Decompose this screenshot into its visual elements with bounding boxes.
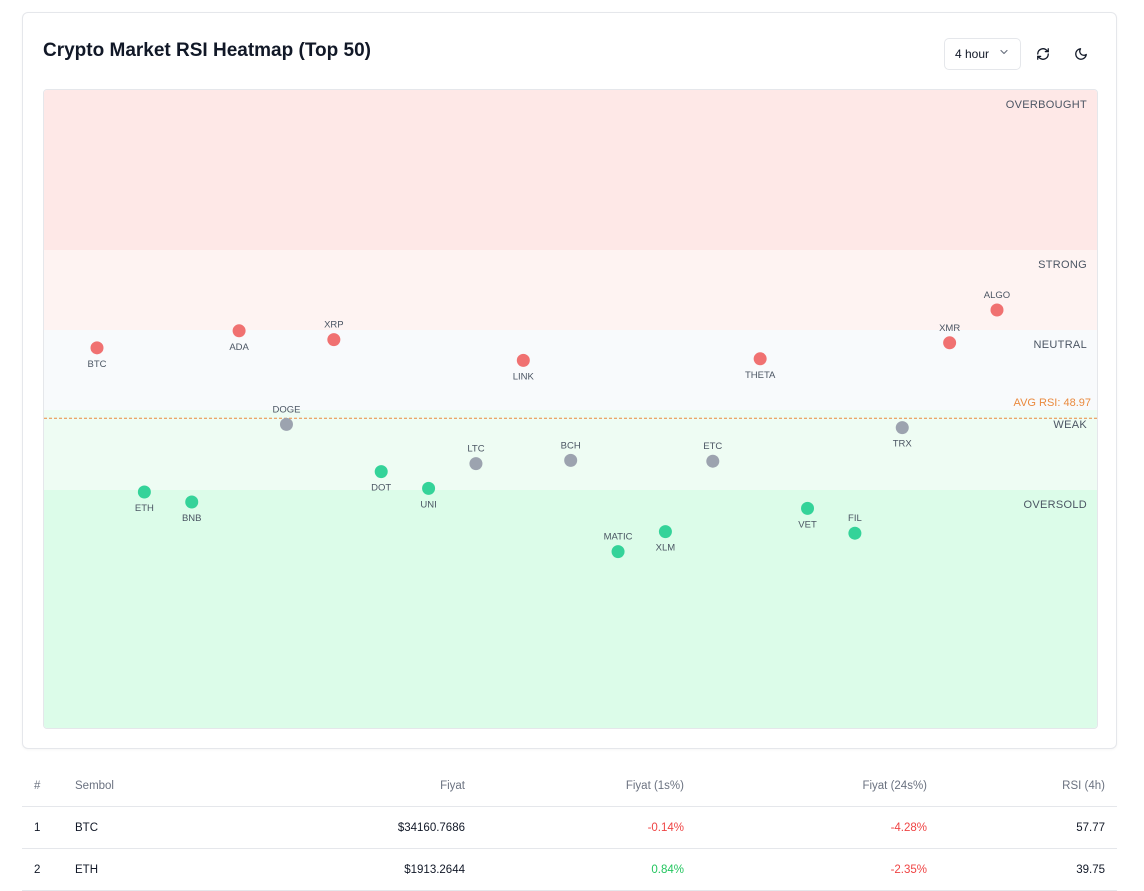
- zone-neutral: [44, 330, 1097, 410]
- rsi-point-trx: [895, 421, 909, 435]
- row-change-24h: -2.35%: [890, 863, 927, 876]
- row-rsi: 57.77: [1076, 821, 1105, 834]
- rsi-label-link: LINK: [513, 371, 535, 382]
- rsi-point-ada: [232, 324, 246, 338]
- header-change-1h[interactable]: Fiyat (1s%): [625, 780, 684, 792]
- rsi-label-fil: FIL: [848, 513, 862, 524]
- rsi-point-theta: [753, 352, 767, 366]
- rsi-label-doge: DOGE: [272, 404, 300, 415]
- rsi-label-xrp: XRP: [324, 320, 344, 331]
- zone-strong: [44, 250, 1097, 330]
- row-change-1h: 0.84%: [651, 863, 684, 876]
- row-price: $1913.2644: [404, 863, 465, 876]
- refresh-button[interactable]: [1029, 40, 1057, 68]
- rsi-point-vet: [801, 501, 815, 515]
- rsi-point-fil: [848, 526, 862, 540]
- rsi-label-trx: TRX: [893, 439, 913, 450]
- rsi-label-ada: ADA: [229, 342, 249, 353]
- header-price[interactable]: Fiyat: [440, 780, 465, 792]
- rsi-label-algo: ALGO: [984, 290, 1010, 301]
- refresh-icon: [1037, 48, 1049, 60]
- row-symbol: BTC: [75, 821, 98, 834]
- page-title: Crypto Market RSI Heatmap (Top 50): [43, 40, 371, 61]
- zone-label-neutral: NEUTRAL: [1034, 339, 1087, 351]
- rsi-label-uni: UNI: [420, 499, 436, 510]
- rsi-point-xmr: [943, 336, 957, 350]
- rsi-label-matic: MATIC: [604, 532, 633, 543]
- rsi-label-bch: BCH: [561, 440, 581, 451]
- zone-label-oversold: OVERSOLD: [1023, 499, 1087, 511]
- chevron-down-icon: [1000, 49, 1008, 55]
- rsi-point-algo: [990, 303, 1004, 317]
- rsi-point-btc: [90, 341, 104, 355]
- rsi-label-xmr: XMR: [939, 323, 960, 334]
- row-rsi: 39.75: [1076, 863, 1105, 876]
- row-symbol: ETH: [75, 863, 98, 876]
- rsi-point-uni: [422, 481, 436, 495]
- zone-overbought: [44, 90, 1097, 250]
- row-index: 2: [34, 863, 41, 876]
- row-price: $34160.7686: [397, 821, 465, 834]
- table-row[interactable]: 1 BTC $34160.7686 -0.14% -4.28% 57.77: [22, 807, 1117, 849]
- rsi-heatmap-chart: OVERBOUGHT STRONG NEUTRAL WEAK OVERSOLD AVG R…: [43, 89, 1098, 729]
- rsi-label-vet: VET: [798, 519, 817, 530]
- rsi-point-link: [516, 353, 530, 367]
- heatmap-card: Crypto Market RSI Heatmap (Top 50) 4 hou…: [22, 12, 1117, 749]
- rsi-point-doge: [279, 417, 293, 431]
- header-symbol[interactable]: Sembol: [75, 780, 114, 792]
- rsi-label-ltc: LTC: [467, 444, 484, 455]
- table-header-row: # Sembol Fiyat Fiyat (1s%) Fiyat (24s%) …: [22, 766, 1117, 807]
- zone-weak: [44, 410, 1097, 490]
- rsi-point-eth: [137, 485, 151, 499]
- timeframe-select[interactable]: 4 hour: [944, 38, 1021, 70]
- rsi-label-eth: ETH: [135, 503, 154, 514]
- header-index: #: [34, 780, 41, 792]
- row-change-24h: -4.28%: [890, 821, 927, 834]
- rsi-label-xlm: XLM: [656, 543, 676, 554]
- rsi-point-ltc: [469, 457, 483, 471]
- rsi-label-dot: DOT: [371, 483, 391, 494]
- rsi-heatmap-svg: OVERBOUGHT STRONG NEUTRAL WEAK OVERSOLD AVG R…: [44, 90, 1097, 728]
- rsi-label-etc: ETC: [703, 441, 722, 452]
- rsi-label-theta: THETA: [745, 370, 776, 381]
- rsi-point-dot: [374, 465, 388, 479]
- zone-label-overbought: OVERBOUGHT: [1006, 99, 1087, 111]
- rsi-point-xrp: [327, 333, 341, 347]
- header-rsi[interactable]: RSI (4h): [1062, 780, 1105, 792]
- row-index: 1: [34, 821, 41, 834]
- zone-label-weak: WEAK: [1053, 419, 1087, 431]
- rsi-table: # Sembol Fiyat Fiyat (1s%) Fiyat (24s%) …: [22, 766, 1117, 891]
- table-row[interactable]: 2 ETH $1913.2644 0.84% -2.35% 39.75: [22, 849, 1117, 891]
- rsi-point-xlm: [658, 525, 672, 539]
- avg-rsi-label: AVG RSI: 48.97: [1014, 397, 1091, 409]
- row-change-1h: -0.14%: [647, 821, 684, 834]
- theme-toggle-button[interactable]: [1067, 40, 1095, 68]
- rsi-label-bnb: BNB: [182, 513, 202, 524]
- rsi-point-bnb: [185, 495, 199, 509]
- header-change-24h[interactable]: Fiyat (24s%): [862, 780, 927, 792]
- zone-oversold: [44, 490, 1097, 728]
- timeframe-value: 4 hour: [955, 47, 990, 61]
- rsi-point-matic: [611, 545, 625, 559]
- rsi-point-bch: [564, 453, 578, 467]
- rsi-point-etc: [706, 454, 720, 468]
- rsi-label-btc: BTC: [88, 359, 107, 370]
- zone-label-strong: STRONG: [1038, 259, 1087, 271]
- moon-icon: [1075, 48, 1087, 60]
